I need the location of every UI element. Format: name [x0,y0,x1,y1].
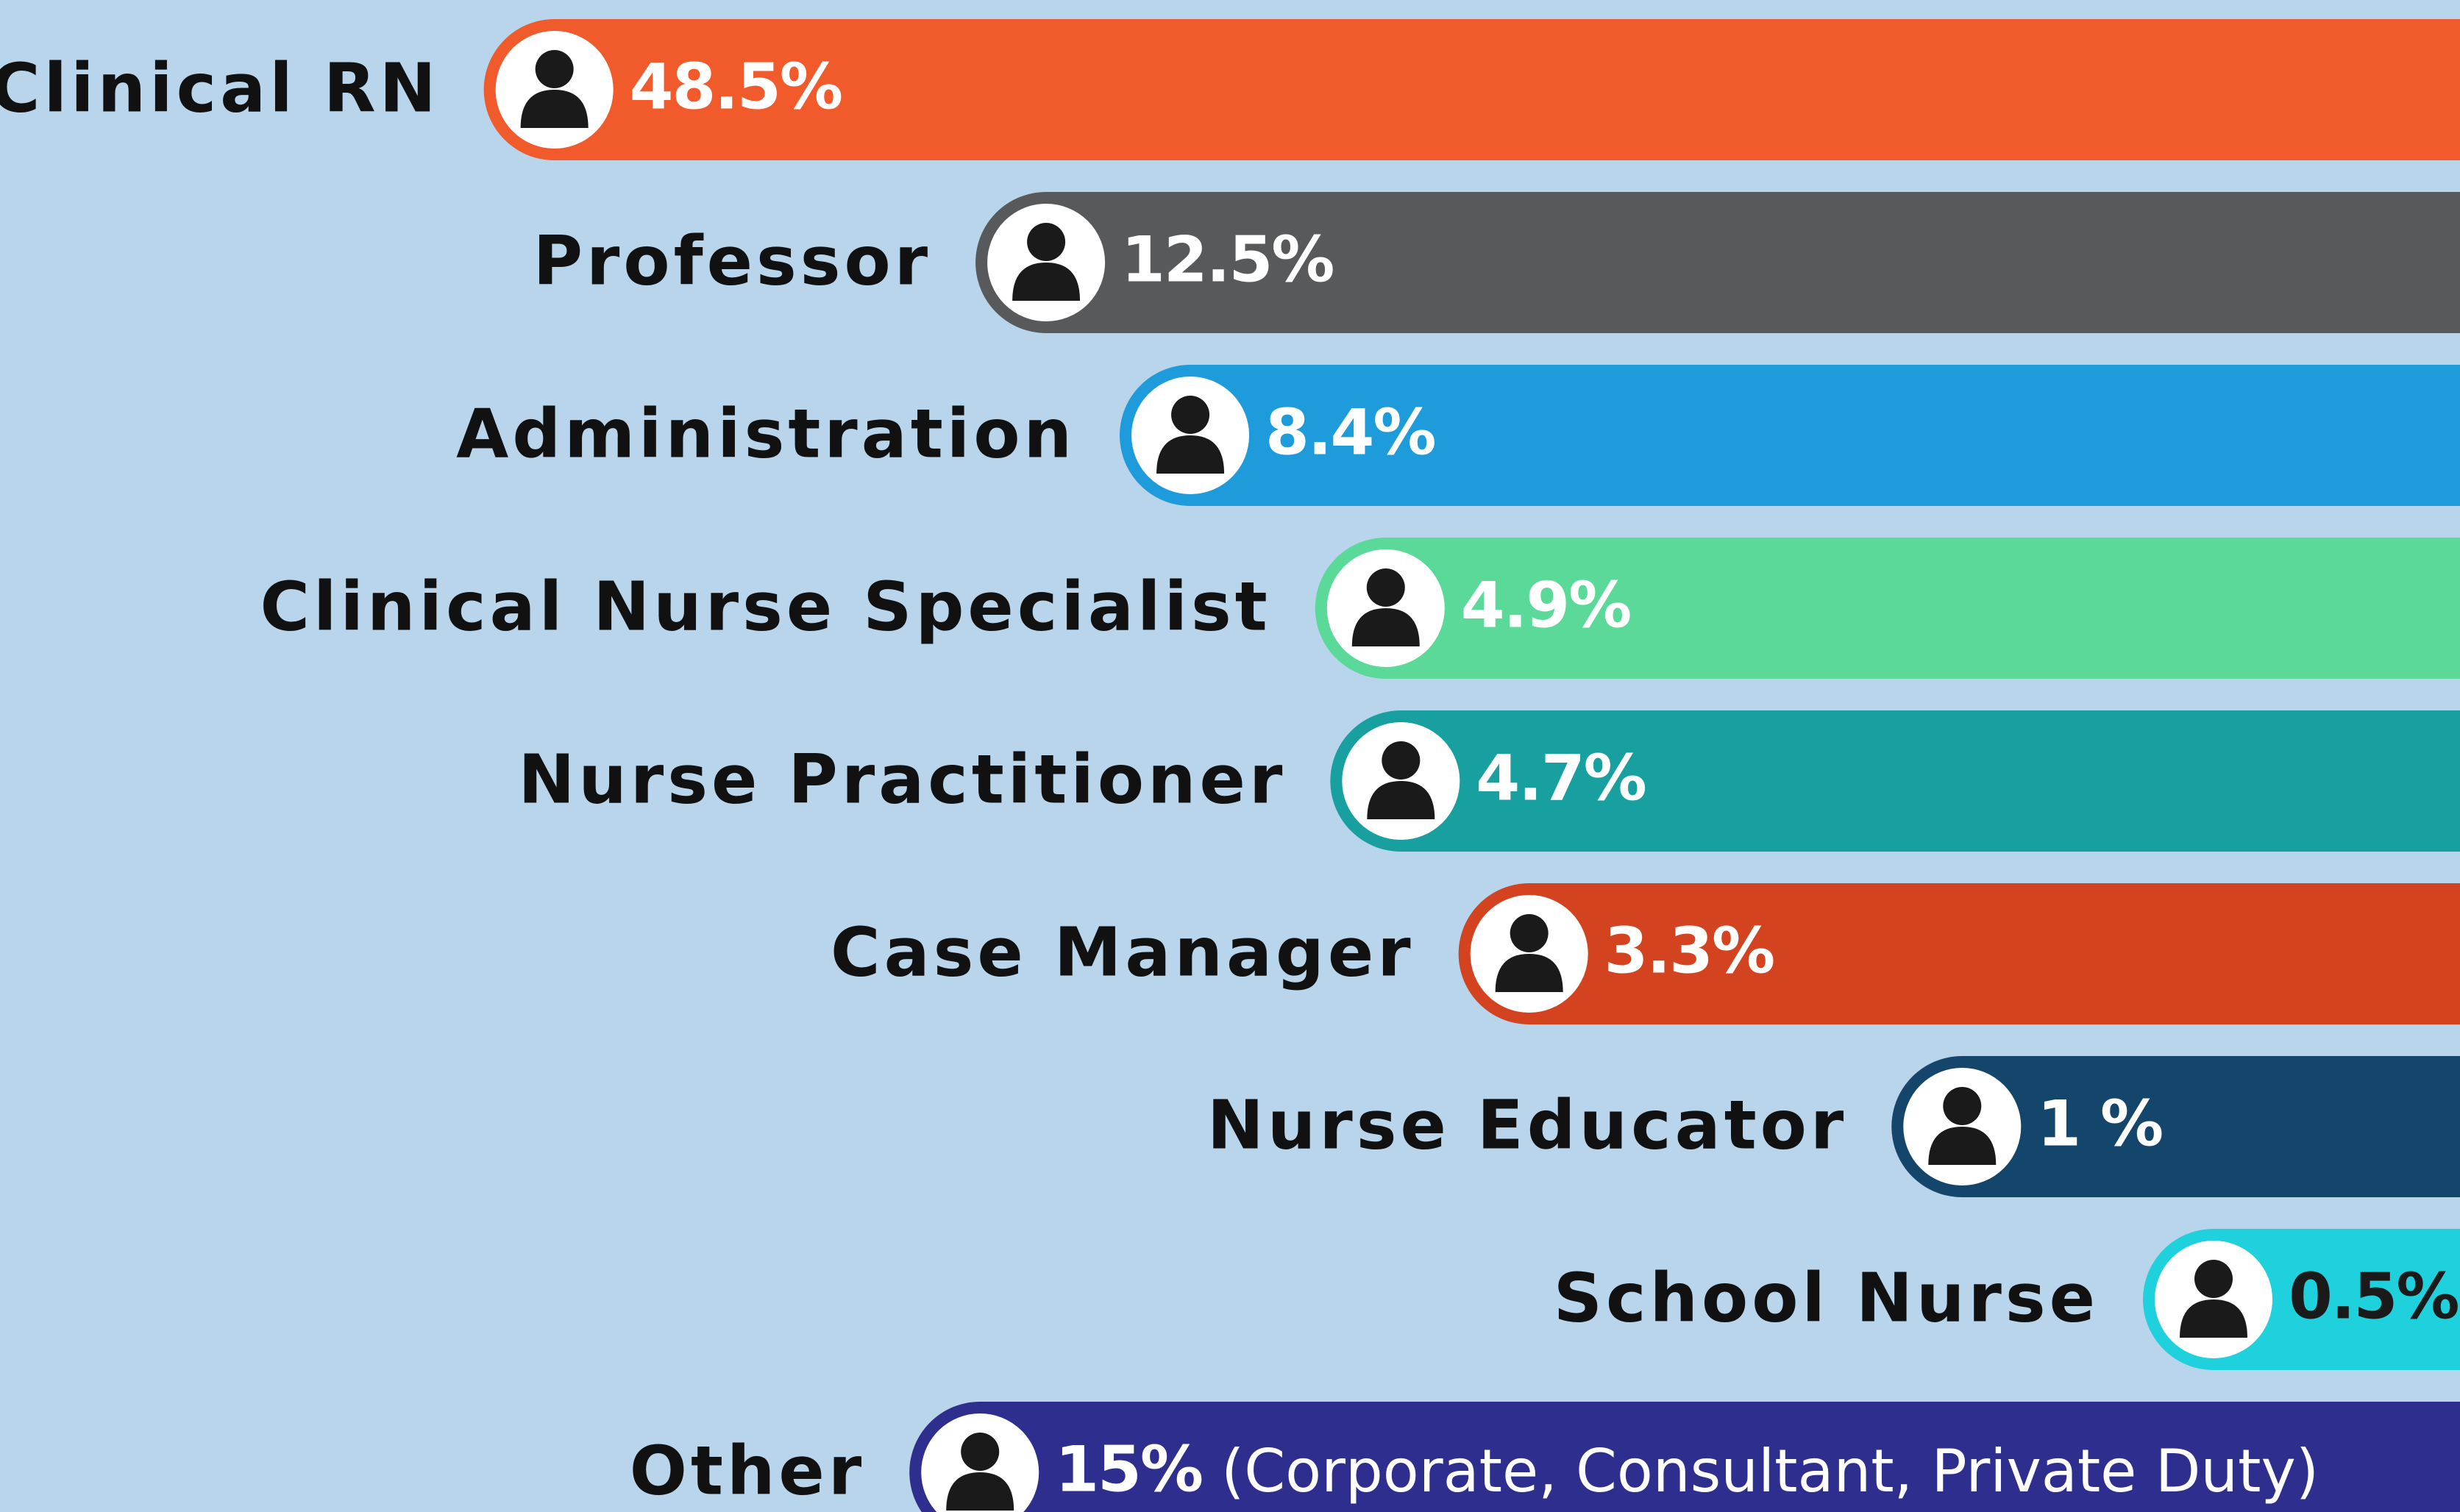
value-label: 15% [1055,1433,1202,1506]
icon-body [1351,608,1420,646]
bar [1315,538,2460,679]
category-label: Nurse Practitioner [518,740,1286,819]
icon-head [1171,396,1210,434]
icon-head [535,50,574,88]
icon-body [520,90,589,128]
icon-body [1156,435,1225,474]
category-label: Administration [456,394,1076,473]
bar [1330,710,2460,852]
annotation: (Corporate, Consultant, Private Duty) [1221,1437,2319,1505]
icon-body [1928,1127,1997,1165]
category-label: Clinical Nurse Specialist [260,567,1270,646]
value-label: 12.5% [1121,223,1333,296]
icon-head [1943,1087,1982,1125]
category-label: Nurse Educator [1207,1085,1847,1164]
value-label: 3.3% [1604,914,1774,988]
value-label: 48.5% [630,50,842,124]
icon-head [1027,223,1066,261]
category-label: School Nurse [1554,1258,2099,1337]
value-label: 8.4% [1265,396,1435,469]
icon-body [2180,1299,2247,1338]
bar [909,1402,2460,1512]
category-label: Case Manager [831,913,1415,991]
bar [1120,365,2460,506]
bar [1458,883,2460,1024]
bar [975,192,2460,333]
icon-head [961,1433,1000,1471]
value-label: 0.5% [2289,1260,2459,1333]
icon-head [1510,914,1549,952]
icon-head [2194,1260,2233,1298]
icon-head [1366,568,1405,607]
category-label: Other [630,1431,865,1510]
icon-body [1495,954,1563,992]
bar [1891,1056,2460,1197]
value-label: 1 % [2037,1087,2162,1160]
icon-body [1367,781,1435,819]
icon-head [1382,741,1421,780]
icon-body [946,1472,1014,1511]
category-label: Professor [533,221,932,300]
value-label: 4.7% [1476,741,1646,815]
value-label: 4.9% [1461,568,1631,642]
icon-body [1012,263,1081,301]
category-label: Clinical RN [0,49,440,127]
bar [483,19,2460,160]
